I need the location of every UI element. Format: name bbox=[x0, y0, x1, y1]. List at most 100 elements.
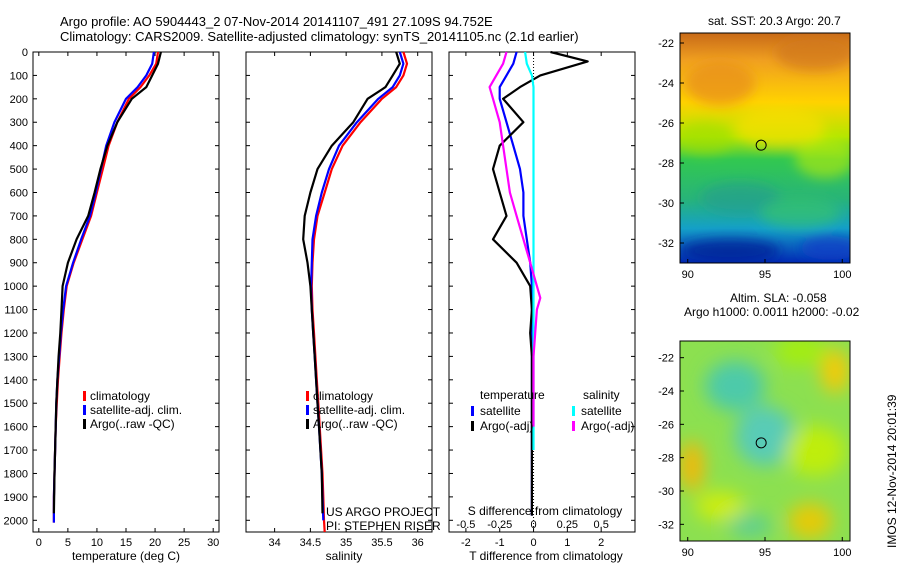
y-tick-label: 1400 bbox=[4, 375, 28, 387]
legend-label: satellite-adj. clim. bbox=[90, 403, 182, 417]
sla-map-title: Altim. SLA: -0.058 bbox=[730, 291, 827, 305]
map-x-tick-label: 100 bbox=[833, 269, 851, 281]
credit-block: US ARGO PROJECT PI: STEPHEN RISER bbox=[326, 505, 441, 533]
legend-label: satellite bbox=[581, 404, 622, 418]
y-tick-label: 400 bbox=[10, 141, 28, 153]
x-top-axis-label: S difference from climatology bbox=[468, 504, 623, 518]
plot-frame bbox=[32, 51, 220, 533]
legend-label: Argo(-adj) bbox=[480, 419, 533, 433]
legend-label: Argo(..raw -QC) bbox=[313, 417, 398, 431]
legend-title: salinity bbox=[583, 388, 620, 402]
x-tick-label: 34 bbox=[268, 537, 280, 549]
legend-label: climatology bbox=[313, 389, 373, 403]
series-line bbox=[491, 50, 589, 516]
series-line bbox=[302, 51, 401, 514]
x-top-tick-label: 0.5 bbox=[594, 519, 609, 531]
x-top-tick-label: -0.25 bbox=[487, 519, 512, 531]
salinity-panel: 34 34.5 35 35.5 36 salinity climatologysatelli… bbox=[245, 51, 433, 563]
map-x-tick-label: 95 bbox=[759, 547, 771, 559]
legend-title: temperature bbox=[480, 388, 545, 402]
y-tick-label: 1300 bbox=[4, 351, 28, 363]
x-tick-label: 10 bbox=[91, 537, 103, 549]
difference-panel: -2 -1 0 1 2 -0.5 -0.25 0 0.25 0.5S difference fro… bbox=[448, 50, 636, 563]
y-tick-label: 1900 bbox=[4, 492, 28, 504]
legend-label: Argo(-adj) bbox=[581, 419, 634, 433]
legend-swatch bbox=[471, 406, 474, 416]
x-top-tick-label: -0.5 bbox=[456, 519, 475, 531]
map-y-tick-label: -24 bbox=[658, 78, 674, 90]
legend-swatch bbox=[83, 391, 86, 401]
legend-swatch bbox=[306, 405, 309, 415]
x-tick-label: 0 bbox=[530, 537, 536, 549]
y-tick-label: 100 bbox=[10, 70, 28, 82]
map-x-tick-label: 100 bbox=[833, 547, 851, 559]
y-tick-label: 300 bbox=[10, 117, 28, 129]
map-x-tick-label: 90 bbox=[682, 547, 694, 559]
y-tick-label: 500 bbox=[10, 164, 28, 176]
legend-label: satellite bbox=[480, 404, 521, 418]
plot-frame bbox=[245, 51, 433, 533]
sla-field-texture bbox=[680, 341, 849, 539]
series-line bbox=[488, 51, 542, 427]
timestamp-label: IMOS 12-Nov-2014 20:01:39 bbox=[885, 394, 899, 548]
sla-map-subtitle: Argo h1000: 0.0011 h2000: -0.02 bbox=[684, 305, 860, 319]
map-x-tick-label: 90 bbox=[682, 269, 694, 281]
x-tick-label: 36 bbox=[412, 537, 424, 549]
map-y-tick-label: -26 bbox=[658, 419, 674, 431]
legend-swatch bbox=[572, 421, 575, 431]
map-y-tick-label: -28 bbox=[658, 158, 674, 170]
series-line bbox=[52, 51, 162, 514]
x-tick-label: 35.5 bbox=[371, 537, 392, 549]
x-axis-label: temperature (deg C) bbox=[72, 549, 180, 563]
map-y-tick-label: -28 bbox=[658, 453, 674, 465]
legend-swatch bbox=[306, 391, 309, 401]
x-tick-label: 20 bbox=[149, 537, 161, 549]
credit-line-2: PI: STEPHEN RISER bbox=[326, 519, 441, 533]
credit-line-1: US ARGO PROJECT bbox=[326, 505, 441, 519]
x-tick-label: 25 bbox=[178, 537, 190, 549]
y-tick-label: 1700 bbox=[4, 445, 28, 457]
x-tick-label: 0 bbox=[36, 537, 42, 549]
y-tick-label: 0 bbox=[22, 47, 28, 59]
map-y-tick-label: -30 bbox=[658, 198, 674, 210]
x-tick-label: 34.5 bbox=[300, 537, 321, 549]
legend-swatch bbox=[572, 406, 575, 416]
map-y-tick-label: -26 bbox=[658, 118, 674, 130]
legend-swatch bbox=[83, 405, 86, 415]
x-axis-label: salinity bbox=[326, 549, 363, 563]
map-y-tick-label: -22 bbox=[658, 38, 674, 50]
sst-map-title: sat. SST: 20.3 Argo: 20.7 bbox=[708, 14, 841, 28]
legend-swatch bbox=[471, 421, 474, 431]
map-x-tick-label: 95 bbox=[759, 269, 771, 281]
y-tick-label: 1000 bbox=[4, 281, 28, 293]
y-tick-label: 200 bbox=[10, 94, 28, 106]
map-y-tick-label: -30 bbox=[658, 486, 674, 498]
x-tick-label: 5 bbox=[65, 537, 71, 549]
x-tick-label: 35 bbox=[340, 537, 352, 549]
temperature-panel: 0 5 10 15 20 25 300100200300400500600700800900… bbox=[4, 47, 220, 563]
y-tick-label: 1800 bbox=[4, 468, 28, 480]
legend-swatch bbox=[83, 419, 86, 429]
y-tick-label: 1600 bbox=[4, 422, 28, 434]
title-line-1: Argo profile: AO 5904443_2 07-Nov-2014 2… bbox=[60, 14, 493, 29]
sla-map-panel: Altim. SLA: -0.058 Argo h1000: 0.0011 h2… bbox=[658, 291, 859, 559]
argo-position-marker bbox=[755, 437, 767, 449]
sst-field-texture bbox=[680, 35, 850, 263]
y-tick-label: 700 bbox=[10, 211, 28, 223]
x-tick-label: 15 bbox=[120, 537, 132, 549]
y-tick-label: 1500 bbox=[4, 398, 28, 410]
x-tick-label: 1 bbox=[564, 537, 570, 549]
x-tick-label: -1 bbox=[495, 537, 505, 549]
argo-position-marker bbox=[755, 139, 767, 151]
x-tick-label: -2 bbox=[461, 537, 471, 549]
title-line-2: Climatology: CARS2009. Satellite-adjuste… bbox=[60, 29, 579, 44]
legend-label: satellite-adj. clim. bbox=[313, 403, 405, 417]
y-tick-label: 600 bbox=[10, 187, 28, 199]
x-tick-label: 30 bbox=[207, 537, 219, 549]
map-y-tick-label: -32 bbox=[658, 519, 674, 531]
map-y-tick-label: -22 bbox=[658, 353, 674, 365]
map-y-tick-label: -32 bbox=[658, 238, 674, 250]
x-axis-label: T difference from climatology bbox=[469, 549, 623, 563]
plot-frame bbox=[448, 51, 636, 533]
